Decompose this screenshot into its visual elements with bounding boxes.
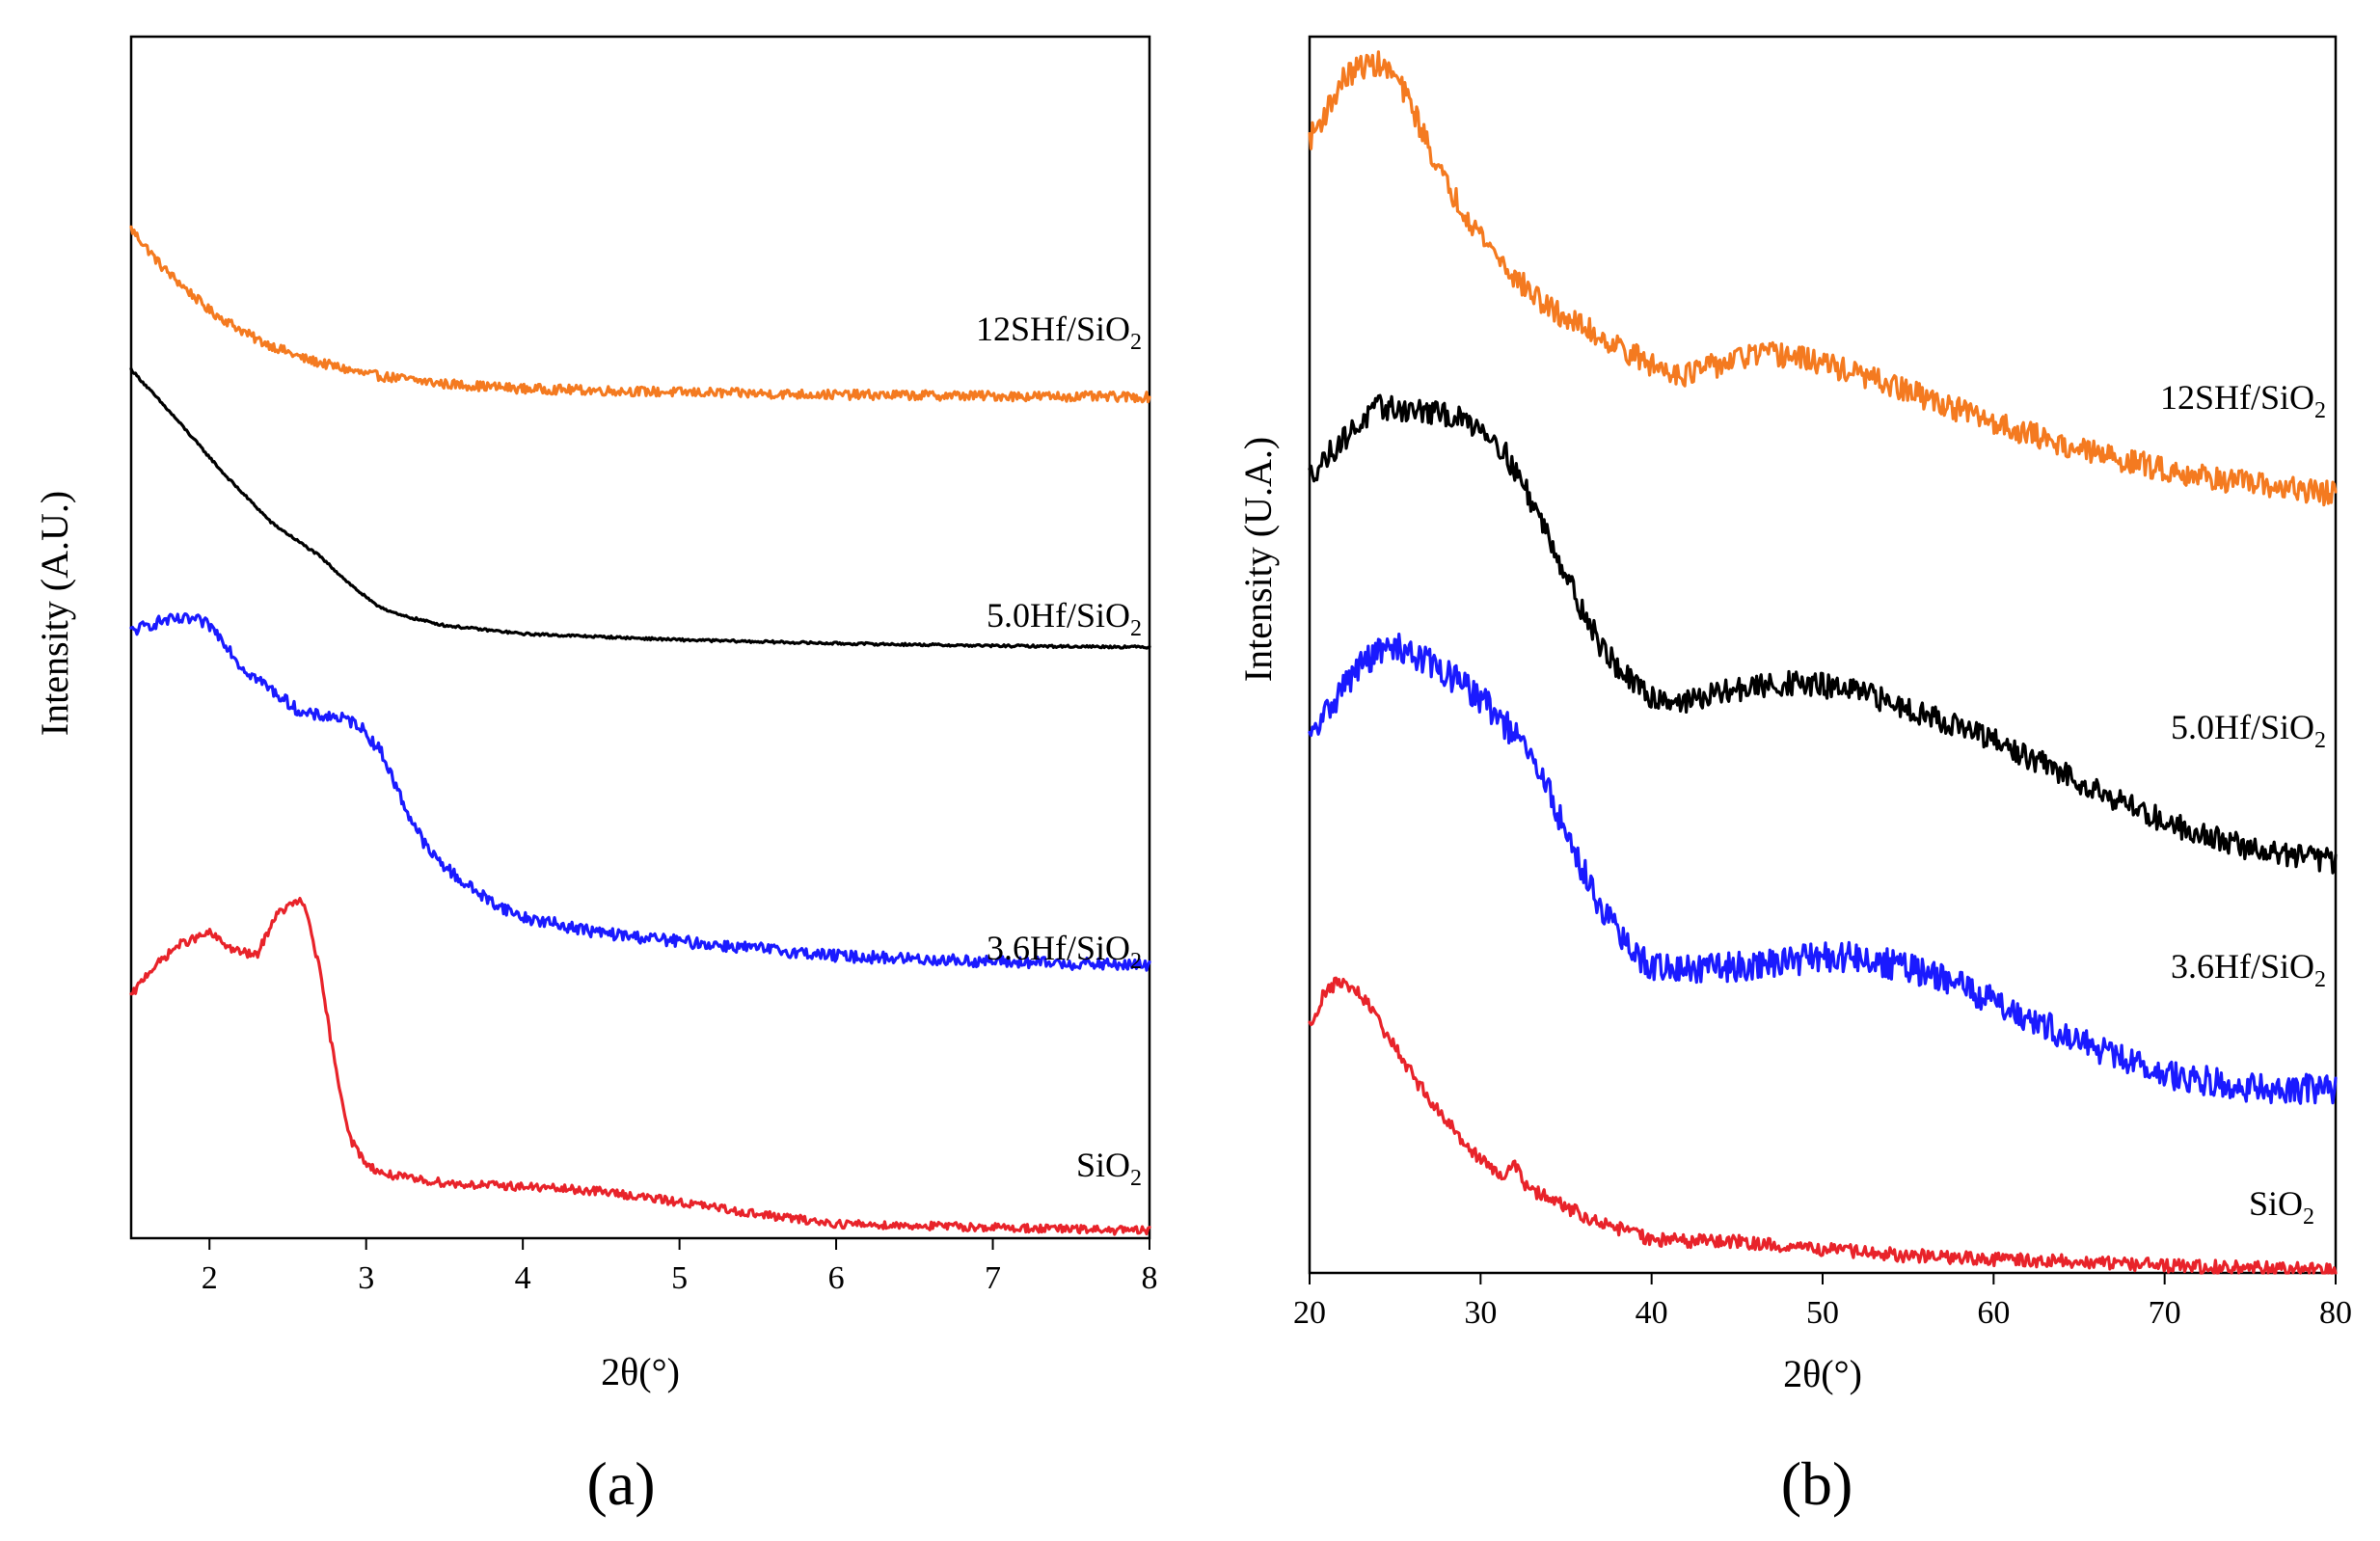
panel-a-x-ticks: 2 3 4 5 6 7 8 (202, 1238, 1158, 1296)
panel-b-series (1308, 50, 2338, 1275)
panel-b-curve-5-0hf-sio2 (1308, 393, 2338, 875)
panel-a-x-tick-label-3: 5 (671, 1260, 688, 1296)
panel-b-x-tick-label-3: 50 (1806, 1295, 1839, 1331)
panel-a-x-tick-label-0: 2 (202, 1260, 218, 1296)
panel-a-curve-5-0hf-sio2 (129, 366, 1151, 650)
panel-a-curve-sio2 (129, 897, 1151, 1236)
panel-b-x-tick-label-2: 40 (1636, 1295, 1668, 1331)
panel-b-x-tick-label-0: 20 (1293, 1295, 1326, 1331)
panel-a-label-series-2: 3.6Hf/SiO2 (987, 929, 1142, 974)
panel-b-x-ticks: 20 30 40 50 60 70 80 (1293, 1273, 2352, 1331)
panel-a-label-series-3: SiO2 (1076, 1146, 1142, 1191)
panel-b-label-series-3: SiO2 (2249, 1184, 2314, 1230)
panel-a-panel-label: (a) (586, 1449, 655, 1518)
panel-a-x-tick-label-5: 7 (985, 1260, 1001, 1296)
panel-a-x-tick-label-1: 3 (358, 1260, 374, 1296)
panel-b-x-tick-label-4: 60 (1977, 1295, 2010, 1331)
panel-a-x-tick-label-6: 8 (1142, 1260, 1158, 1296)
panel-b-x-tick-label-1: 30 (1464, 1295, 1497, 1331)
panel-b-panel-label: (b) (1781, 1449, 1853, 1518)
panel-a-x-tick-label-4: 6 (828, 1260, 845, 1296)
panel-b-label-series-1: 5.0Hf/SiO2 (2171, 708, 2326, 753)
panel-b-label-series-2: 3.6Hf/SiO2 (2171, 947, 2326, 992)
panel-a-label-series-0: 12SHf/SiO2 (976, 310, 1142, 355)
panel-b-label-series-0: 12SHf/SiO2 (2160, 378, 2326, 423)
panel-b-y-axis-title: Intensity (U.A.) (1236, 437, 1280, 682)
panel-a-label-series-1: 5.0Hf/SiO2 (987, 596, 1142, 641)
panel-a-curve-3-6hf-sio2 (129, 612, 1151, 972)
panel-b: 20 30 40 50 60 70 80 12SHf/SiO2 5.0Hf/SiO2 3.6… (1236, 35, 2352, 1518)
panel-a-series (129, 225, 1151, 1236)
panel-a-x-axis-title: 2θ(°) (601, 1350, 680, 1393)
panel-a: 2 3 4 5 6 7 8 12SHf/SiO2 5.0Hf/SiO2 3.6Hf/SiO2… (33, 35, 1158, 1518)
panel-b-curve-3-6hf-sio2 (1308, 633, 2338, 1105)
panel-a-y-axis-title: Intensity (A.U.) (33, 491, 76, 736)
panel-b-curve-12shf-sio2 (1308, 50, 2338, 507)
panel-b-curve-sio2 (1308, 976, 2338, 1275)
panel-a-curve-12shf-sio2 (129, 225, 1151, 404)
panel-a-plot-frame (129, 35, 1151, 1240)
panel-b-x-tick-label-6: 80 (2319, 1295, 2352, 1331)
panel-b-x-tick-label-5: 70 (2149, 1295, 2181, 1331)
panel-b-plot-frame (1308, 35, 2338, 1275)
panel-b-x-axis-title: 2θ(°) (1783, 1352, 1862, 1395)
panel-a-x-tick-label-2: 4 (515, 1260, 531, 1296)
